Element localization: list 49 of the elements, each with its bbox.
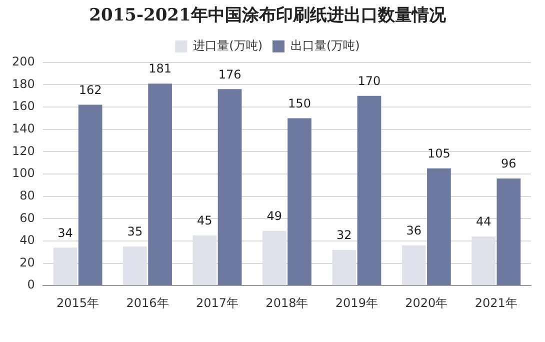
data-label: 35 — [127, 224, 143, 239]
y-tick-label: 20 — [20, 255, 35, 270]
data-label: 170 — [358, 74, 381, 88]
data-label: 44 — [476, 214, 492, 229]
data-label: 49 — [266, 209, 282, 224]
bar — [402, 245, 426, 286]
y-tick-label: 180 — [12, 76, 35, 91]
data-label: 96 — [501, 156, 516, 171]
y-tick-label: 80 — [20, 188, 35, 202]
bar — [472, 236, 496, 286]
bar — [78, 104, 102, 286]
data-label: 45 — [197, 214, 212, 228]
y-tick-label: 0 — [27, 278, 35, 292]
chart-title: 2015-2021年中国涂布印刷纸进出口数量情况 — [89, 6, 447, 26]
bar — [427, 168, 451, 286]
bar — [262, 230, 286, 286]
y-tick-label: 120 — [12, 144, 35, 158]
y-tick-label: 200 — [12, 54, 35, 69]
x-tick-label: 2015年 — [56, 296, 100, 310]
bar — [148, 84, 172, 286]
x-tick-label: 2019年 — [335, 296, 378, 310]
y-tick-label: 60 — [20, 210, 35, 225]
data-label: 36 — [406, 224, 422, 238]
data-label: 34 — [58, 226, 73, 240]
bar — [357, 96, 382, 286]
data-label: 32 — [336, 228, 352, 242]
x-tick-label: 2016年 — [126, 296, 169, 310]
bar — [53, 248, 78, 286]
x-tick-label: 2018年 — [266, 296, 308, 310]
legend-label: 进口量(万吨) — [193, 38, 263, 53]
data-label: 105 — [428, 146, 450, 161]
data-label: 150 — [288, 96, 311, 110]
bar — [192, 235, 217, 286]
x-tick-label: 2020年 — [405, 296, 448, 310]
x-tick-label: 2021年 — [474, 296, 518, 310]
bar — [218, 89, 242, 286]
y-tick-label: 100 — [12, 166, 35, 180]
data-label: 162 — [78, 82, 102, 97]
bar — [496, 178, 521, 286]
bar — [123, 246, 147, 286]
legend-label: 出口量(万吨) — [290, 38, 360, 53]
bar — [332, 250, 356, 286]
y-tick-label: 160 — [12, 99, 35, 114]
y-tick-label: 140 — [12, 121, 35, 136]
x-tick-label: 2017年 — [196, 296, 238, 310]
data-label: 181 — [148, 62, 172, 76]
y-tick-label: 40 — [20, 233, 35, 248]
data-label: 176 — [218, 67, 242, 82]
bar — [288, 118, 312, 286]
